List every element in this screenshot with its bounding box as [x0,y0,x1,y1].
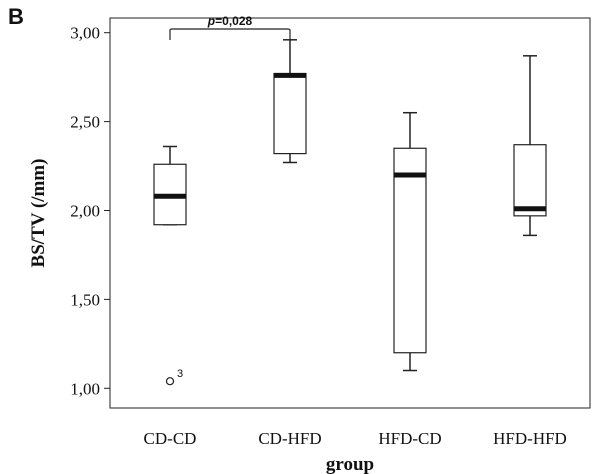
x-tick-label: HFD-CD [378,429,441,448]
box-hfd-hfd [513,55,547,237]
x-axis-title: group [326,454,374,474]
box-cd-cd: 3 [153,145,187,386]
outlier-label: 3 [177,368,183,380]
box-iqr [393,147,427,354]
plot-frame [109,17,591,409]
significance-bracket [169,28,291,40]
y-tick-label: 3,00 [70,24,100,43]
outlier-point [165,377,175,386]
significance-label: p=0,028 [207,14,253,28]
boxes-group: 3 CD-CD CD-HFD HFD-CD HFD-HFD [144,39,567,448]
y-tick-label: 2,50 [70,113,100,132]
x-tick-label: CD-CD [144,429,197,448]
box-cd-hfd [273,39,307,164]
y-tick-label: 1,50 [70,290,100,309]
x-tick-label: HFD-HFD [493,429,567,448]
y-tick-label: 1,00 [70,379,100,398]
p-value: =0,028 [215,14,252,28]
box-iqr [273,72,307,155]
annotations-group: p=0,028 [169,14,291,40]
box-iqr [513,144,547,217]
y-tick-label: 2,00 [70,202,100,221]
x-tick-label: CD-HFD [258,429,321,448]
p-symbol: p [207,14,215,28]
panel-label: B [8,4,24,29]
y-axis: 1,00 1,50 2,00 2,50 3,00 [70,24,110,398]
box-hfd-cd [393,111,427,372]
y-axis-title: BS/TV (/mm) [28,159,49,268]
